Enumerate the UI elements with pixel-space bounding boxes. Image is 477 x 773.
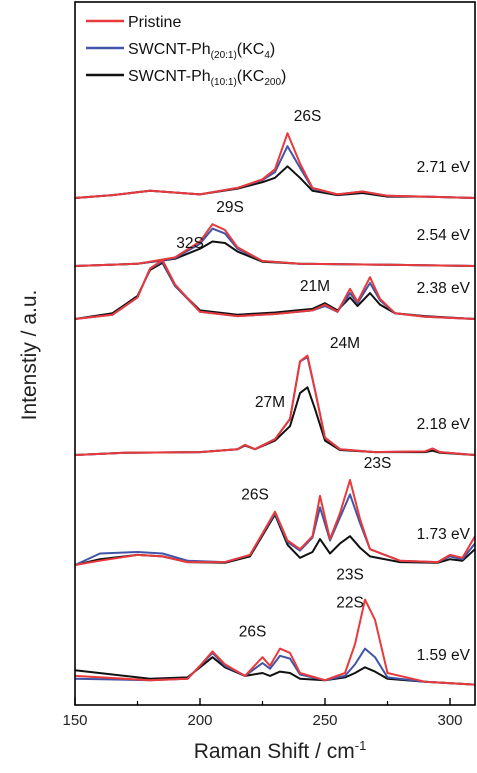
legend-kc4-tail: (KC	[237, 41, 265, 58]
legend-label-kc200: SWCNT-Ph(10:1)(KC200)	[128, 68, 286, 88]
legend-kc200-tail: (KC	[237, 68, 265, 85]
legend-kc4-end: )	[270, 41, 275, 58]
spectrum-line-kc200	[74, 513, 476, 566]
annotations: 2.71 eV 26S 2.54 eV 29S 2.38 eV 32S 21M 2.18 eV…	[176, 108, 470, 664]
legend-kc200-sub: (10:1)	[211, 77, 237, 88]
spectrum-line-kc4	[74, 227, 476, 267]
spectrum-line-pristine	[74, 223, 476, 267]
spectrum-panel	[74, 259, 476, 320]
peak-label: 22S	[336, 595, 364, 612]
legend-kc4-sub: (20:1)	[211, 50, 237, 61]
spectrum-line-pristine	[74, 479, 476, 566]
spectrum-panel	[74, 354, 476, 456]
spectrum-line-kc4	[74, 145, 476, 199]
spectra-curves	[74, 132, 476, 686]
peak-label: 23S	[364, 455, 392, 472]
spectrum-line-kc200	[74, 656, 476, 686]
energy-label: 2.54 eV	[417, 227, 471, 244]
y-axis-title: Intenstiy / a.u.	[18, 290, 41, 421]
legend-kc200-base: SWCNT-Ph	[128, 68, 211, 85]
x-axis-title-text: Raman Shift / cm	[194, 740, 355, 763]
x-axis-ticks: 150 200 250 300	[62, 698, 463, 729]
legend-kc200-tail-sub: 200	[264, 77, 281, 88]
x-tick-label: 200	[187, 712, 212, 729]
energy-label: 2.38 eV	[417, 280, 471, 297]
spectrum-panel	[74, 479, 476, 566]
x-axis-title-sup: -1	[355, 738, 367, 753]
legend-kc4-base: SWCNT-Ph	[128, 41, 211, 58]
spectrum-panel	[74, 598, 476, 686]
legend: Pristine SWCNT-Ph(20:1)(KC4) SWCNT-Ph(10…	[86, 14, 286, 88]
peak-label: 21M	[300, 278, 330, 295]
x-tick-label: 250	[312, 712, 337, 729]
energy-label: 2.18 eV	[417, 416, 471, 433]
energy-label: 1.59 eV	[417, 647, 471, 664]
x-tick-label: 150	[62, 712, 87, 729]
peak-label: 27M	[255, 394, 285, 411]
peak-label: 26S	[239, 624, 267, 641]
x-tick-label: 300	[437, 712, 462, 729]
legend-kc4-tail-sub: 4	[264, 50, 270, 61]
legend-label-kc4: SWCNT-Ph(20:1)(KC4)	[128, 41, 275, 61]
peak-label: 32S	[176, 235, 204, 252]
plot-frame	[74, 1, 476, 706]
energy-label: 2.71 eV	[417, 159, 471, 176]
spectrum-line-kc200	[74, 261, 476, 320]
x-axis-title: Raman Shift / cm-1	[194, 738, 367, 763]
spectrum-line-pristine	[74, 259, 476, 320]
peak-label: 24M	[330, 335, 360, 352]
spectrum-line-pristine	[74, 354, 476, 456]
spectrum-line-pristine	[74, 132, 476, 199]
spectrum-line-pristine	[74, 598, 476, 686]
spectrum-line-kc4	[74, 260, 476, 320]
energy-label: 1.73 eV	[417, 526, 471, 543]
peak-label: 29S	[216, 199, 244, 216]
peak-label: 26S	[294, 108, 322, 125]
peak-label: 23S	[336, 567, 364, 584]
legend-kc200-end: )	[281, 68, 286, 85]
legend-label-pristine: Pristine	[128, 14, 181, 31]
spectrum-panel	[74, 223, 476, 267]
spectrum-panel	[74, 132, 476, 199]
peak-label: 26S	[241, 487, 269, 504]
